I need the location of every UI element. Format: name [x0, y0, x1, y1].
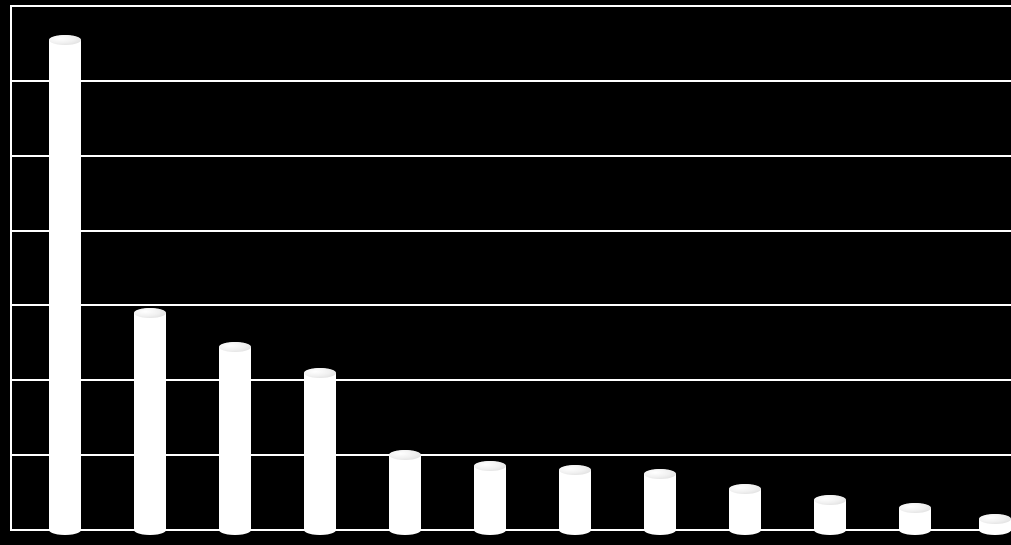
bar — [644, 474, 676, 530]
plot-area — [10, 6, 1011, 530]
bar — [304, 373, 336, 530]
bar — [979, 519, 1011, 530]
bar — [814, 500, 846, 530]
gridline — [10, 230, 1011, 232]
gridline — [10, 155, 1011, 157]
bar — [899, 508, 931, 530]
bar — [389, 455, 421, 530]
bar — [49, 40, 81, 530]
y-axis-line — [10, 6, 12, 530]
bar-chart — [0, 0, 1011, 545]
bar — [729, 489, 761, 530]
bar — [559, 470, 591, 530]
bar — [134, 313, 166, 530]
gridline — [10, 304, 1011, 306]
bar — [474, 466, 506, 530]
gridline — [10, 80, 1011, 82]
gridline — [10, 5, 1011, 7]
bar — [219, 347, 251, 530]
